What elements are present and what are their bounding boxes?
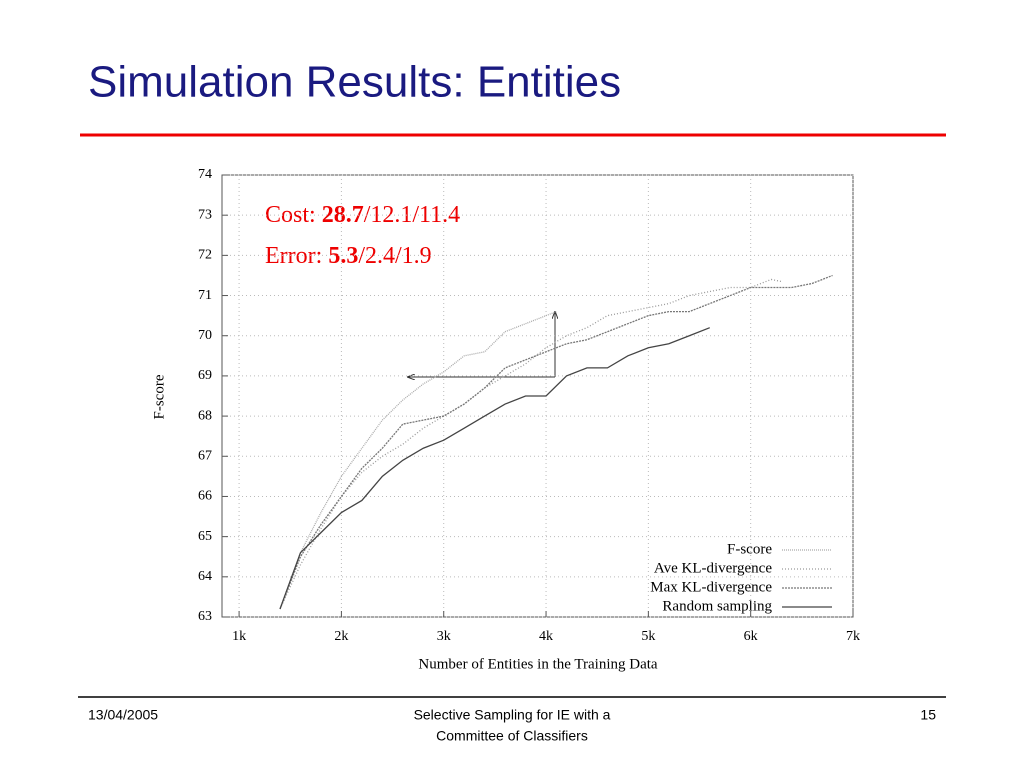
y-tick-label: 69 <box>198 368 212 383</box>
annotation-text: Error: <box>265 243 322 269</box>
series-line <box>279 278 782 610</box>
x-tick-label: 1k <box>232 629 246 644</box>
legend-label: Max KL-divergence <box>650 579 772 595</box>
footer-center: Selective Sampling for IE with a <box>414 707 611 723</box>
y-tick-label: 65 <box>198 529 212 544</box>
annotation-text: Cost: <box>265 202 316 228</box>
y-tick-label: 68 <box>198 408 212 423</box>
footer-center: Committee of Classifiers <box>436 728 588 744</box>
annotation: Cost: 28.7/12.1/11.4 <box>265 202 460 228</box>
series-line <box>279 311 557 610</box>
x-tick-label: 4k <box>539 629 553 644</box>
x-tick-label: 7k <box>846 629 860 644</box>
y-tick-label: 74 <box>198 167 212 182</box>
x-tick-label: 6k <box>744 629 758 644</box>
annotation-text: 5.3 <box>328 243 358 269</box>
y-tick-label: 71 <box>198 288 212 303</box>
annotation-text: /12.1/11.4 <box>364 202 460 228</box>
y-tick-label: 66 <box>198 489 212 504</box>
x-tick-label: 3k <box>437 629 451 644</box>
y-tick-label: 63 <box>198 609 212 624</box>
series-line <box>279 274 833 610</box>
page-number: 15 <box>920 707 936 723</box>
y-tick-label: 72 <box>198 248 212 263</box>
footer-date: 13/04/2005 <box>88 707 158 723</box>
y-tick-label: 64 <box>198 569 212 584</box>
x-tick-label: 5k <box>641 629 655 644</box>
y-tick-label: 73 <box>198 207 212 222</box>
series-line <box>279 327 710 610</box>
x-tick-label: 2k <box>334 629 348 644</box>
legend-label: F-score <box>727 541 772 557</box>
y-tick-label: 70 <box>198 328 212 343</box>
legend-label: Ave KL-divergence <box>654 560 772 576</box>
annotation-text: 28.7 <box>322 202 364 228</box>
x-axis-label: Number of Entities in the Training Data <box>418 656 657 672</box>
y-tick-label: 67 <box>198 448 212 463</box>
y-axis-label: F-score <box>151 374 167 419</box>
slide-title: Simulation Results: Entities <box>88 58 621 107</box>
legend-label: Random sampling <box>662 598 772 614</box>
